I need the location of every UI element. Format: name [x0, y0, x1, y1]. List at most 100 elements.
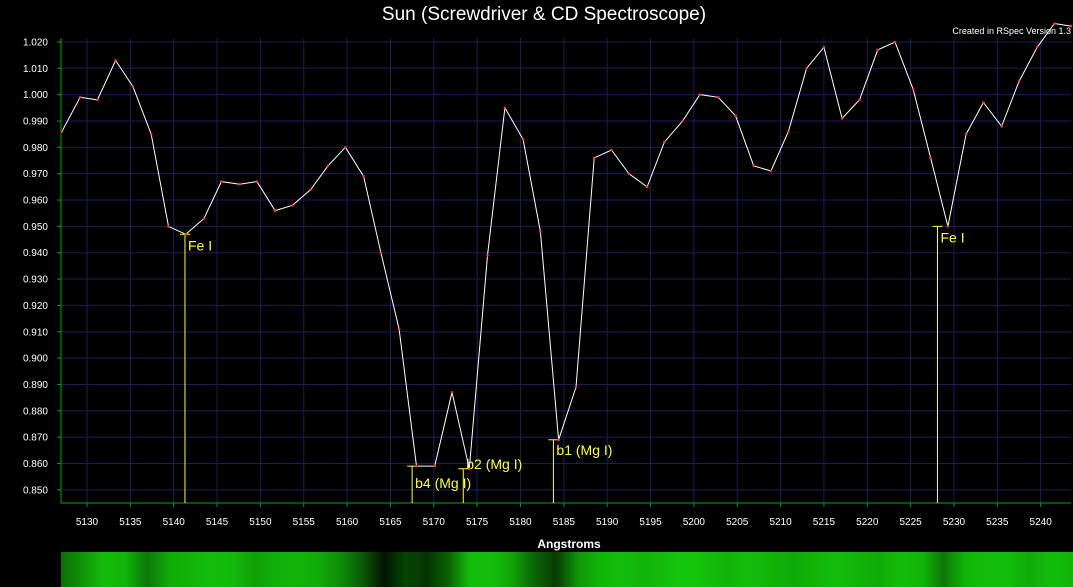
data-point — [858, 98, 861, 102]
axes — [60, 38, 1071, 504]
data-point — [255, 180, 259, 183]
data-point — [291, 204, 294, 207]
series-layer — [61, 22, 1072, 469]
data-point — [114, 59, 117, 62]
x-tick-label: 5150 — [249, 517, 272, 528]
data-point — [1035, 45, 1039, 49]
data-point — [433, 464, 437, 468]
annotations: Fe I b4 (Mg I) b2 (Mg I) b1 (Mg I) Fe I — [179, 225, 965, 503]
data-point — [344, 146, 347, 149]
data-points — [60, 22, 1073, 471]
data-point — [131, 85, 135, 88]
data-point — [415, 464, 418, 468]
annotation-label: b1 (Mg I) — [556, 442, 612, 458]
x-tick-label: 5155 — [293, 517, 316, 528]
data-point — [1017, 80, 1021, 83]
data-point — [78, 96, 82, 99]
x-tick-label: 5170 — [423, 517, 446, 528]
data-point — [787, 130, 790, 133]
data-point — [167, 225, 170, 228]
data-point — [716, 96, 720, 99]
data-point — [397, 327, 401, 331]
x-tick-label: 5225 — [899, 517, 922, 528]
y-tick-label: 1.020 — [23, 37, 48, 48]
data-point — [964, 132, 968, 136]
spectrum-plot: 0.850 0.860 0.870 0.880 0.890 0.900 0.910 0.920… — [23, 22, 1073, 551]
data-point — [202, 217, 206, 220]
spectrum-image — [61, 552, 1073, 587]
data-point — [574, 385, 578, 389]
x-tick-label: 5205 — [726, 517, 749, 528]
data-point — [220, 180, 223, 183]
data-point — [893, 40, 897, 44]
y-tick-label: 0.970 — [23, 169, 48, 180]
grid — [61, 38, 1071, 503]
data-point — [645, 185, 649, 189]
annotation-label: b4 (Mg I) — [415, 475, 471, 491]
x-tick-label: 5220 — [856, 517, 879, 528]
data-point — [946, 225, 950, 228]
series-line — [61, 22, 1072, 469]
x-tick-label: 5200 — [683, 517, 706, 528]
data-point — [929, 156, 932, 160]
y-tick-label: 0.860 — [23, 459, 48, 470]
data-point — [557, 438, 560, 442]
data-point — [1069, 24, 1073, 28]
data-point — [362, 175, 365, 178]
y-tick-label: 0.980 — [23, 143, 48, 154]
x-tick-label: 5165 — [379, 517, 402, 528]
data-point — [1053, 22, 1056, 25]
y-tick-label: 0.950 — [23, 222, 48, 233]
y-tick-label: 0.990 — [23, 116, 48, 127]
data-point — [309, 188, 313, 191]
y-tick-label: 0.940 — [23, 248, 48, 259]
data-point — [468, 467, 471, 471]
y-tick-label: 0.850 — [23, 485, 48, 496]
data-point — [698, 93, 702, 96]
data-point — [503, 106, 507, 110]
x-tick-label: 5240 — [1030, 517, 1053, 528]
data-point — [982, 101, 985, 104]
y-tick-label: 0.920 — [23, 301, 48, 312]
x-tick-label: 5130 — [76, 517, 99, 528]
y-tick-label: 0.910 — [23, 327, 48, 338]
data-point — [769, 169, 773, 173]
data-point — [450, 391, 454, 394]
x-tick-label: 5145 — [206, 517, 229, 528]
chart-title: Sun (Screwdriver & CD Spectroscope) — [381, 4, 707, 25]
data-point — [734, 114, 737, 117]
data-point — [822, 45, 826, 49]
data-point — [663, 140, 666, 144]
y-tick-label: 0.930 — [23, 275, 48, 286]
x-tick-label: 5190 — [596, 517, 619, 528]
x-tick-label: 5140 — [163, 517, 186, 528]
data-point — [610, 148, 613, 152]
data-point — [379, 251, 383, 254]
y-tick-label: 0.900 — [23, 354, 48, 365]
y-tick-label: 0.880 — [23, 406, 48, 417]
y-tick-label: 1.000 — [23, 90, 48, 101]
annotation-label: Fe I — [940, 229, 964, 245]
data-point — [486, 254, 489, 257]
x-tick-label: 5180 — [509, 517, 532, 528]
data-point — [149, 132, 153, 136]
x-tick-label: 5215 — [813, 517, 836, 528]
y-tick-labels: 0.850 0.860 0.870 0.880 0.890 0.900 0.910 0.920… — [23, 37, 61, 496]
x-tick-label: 5210 — [769, 517, 792, 528]
x-tick-label: 5230 — [943, 517, 966, 528]
data-point — [911, 88, 915, 91]
x-tick-label: 5160 — [336, 517, 359, 528]
x-tick-label: 5235 — [986, 517, 1009, 528]
data-point — [752, 164, 755, 168]
data-point — [273, 209, 277, 212]
annotation-label: Fe I — [188, 237, 212, 253]
y-tick-label: 0.890 — [23, 380, 48, 391]
data-point — [840, 117, 844, 120]
x-tick-label: 5185 — [553, 517, 576, 528]
spectrum-strip — [61, 552, 1073, 587]
x-tick-label: 5195 — [639, 517, 662, 528]
data-point — [1000, 125, 1003, 128]
x-axis-label: Angstroms — [537, 537, 601, 551]
data-point — [521, 138, 525, 141]
data-point — [539, 230, 542, 233]
